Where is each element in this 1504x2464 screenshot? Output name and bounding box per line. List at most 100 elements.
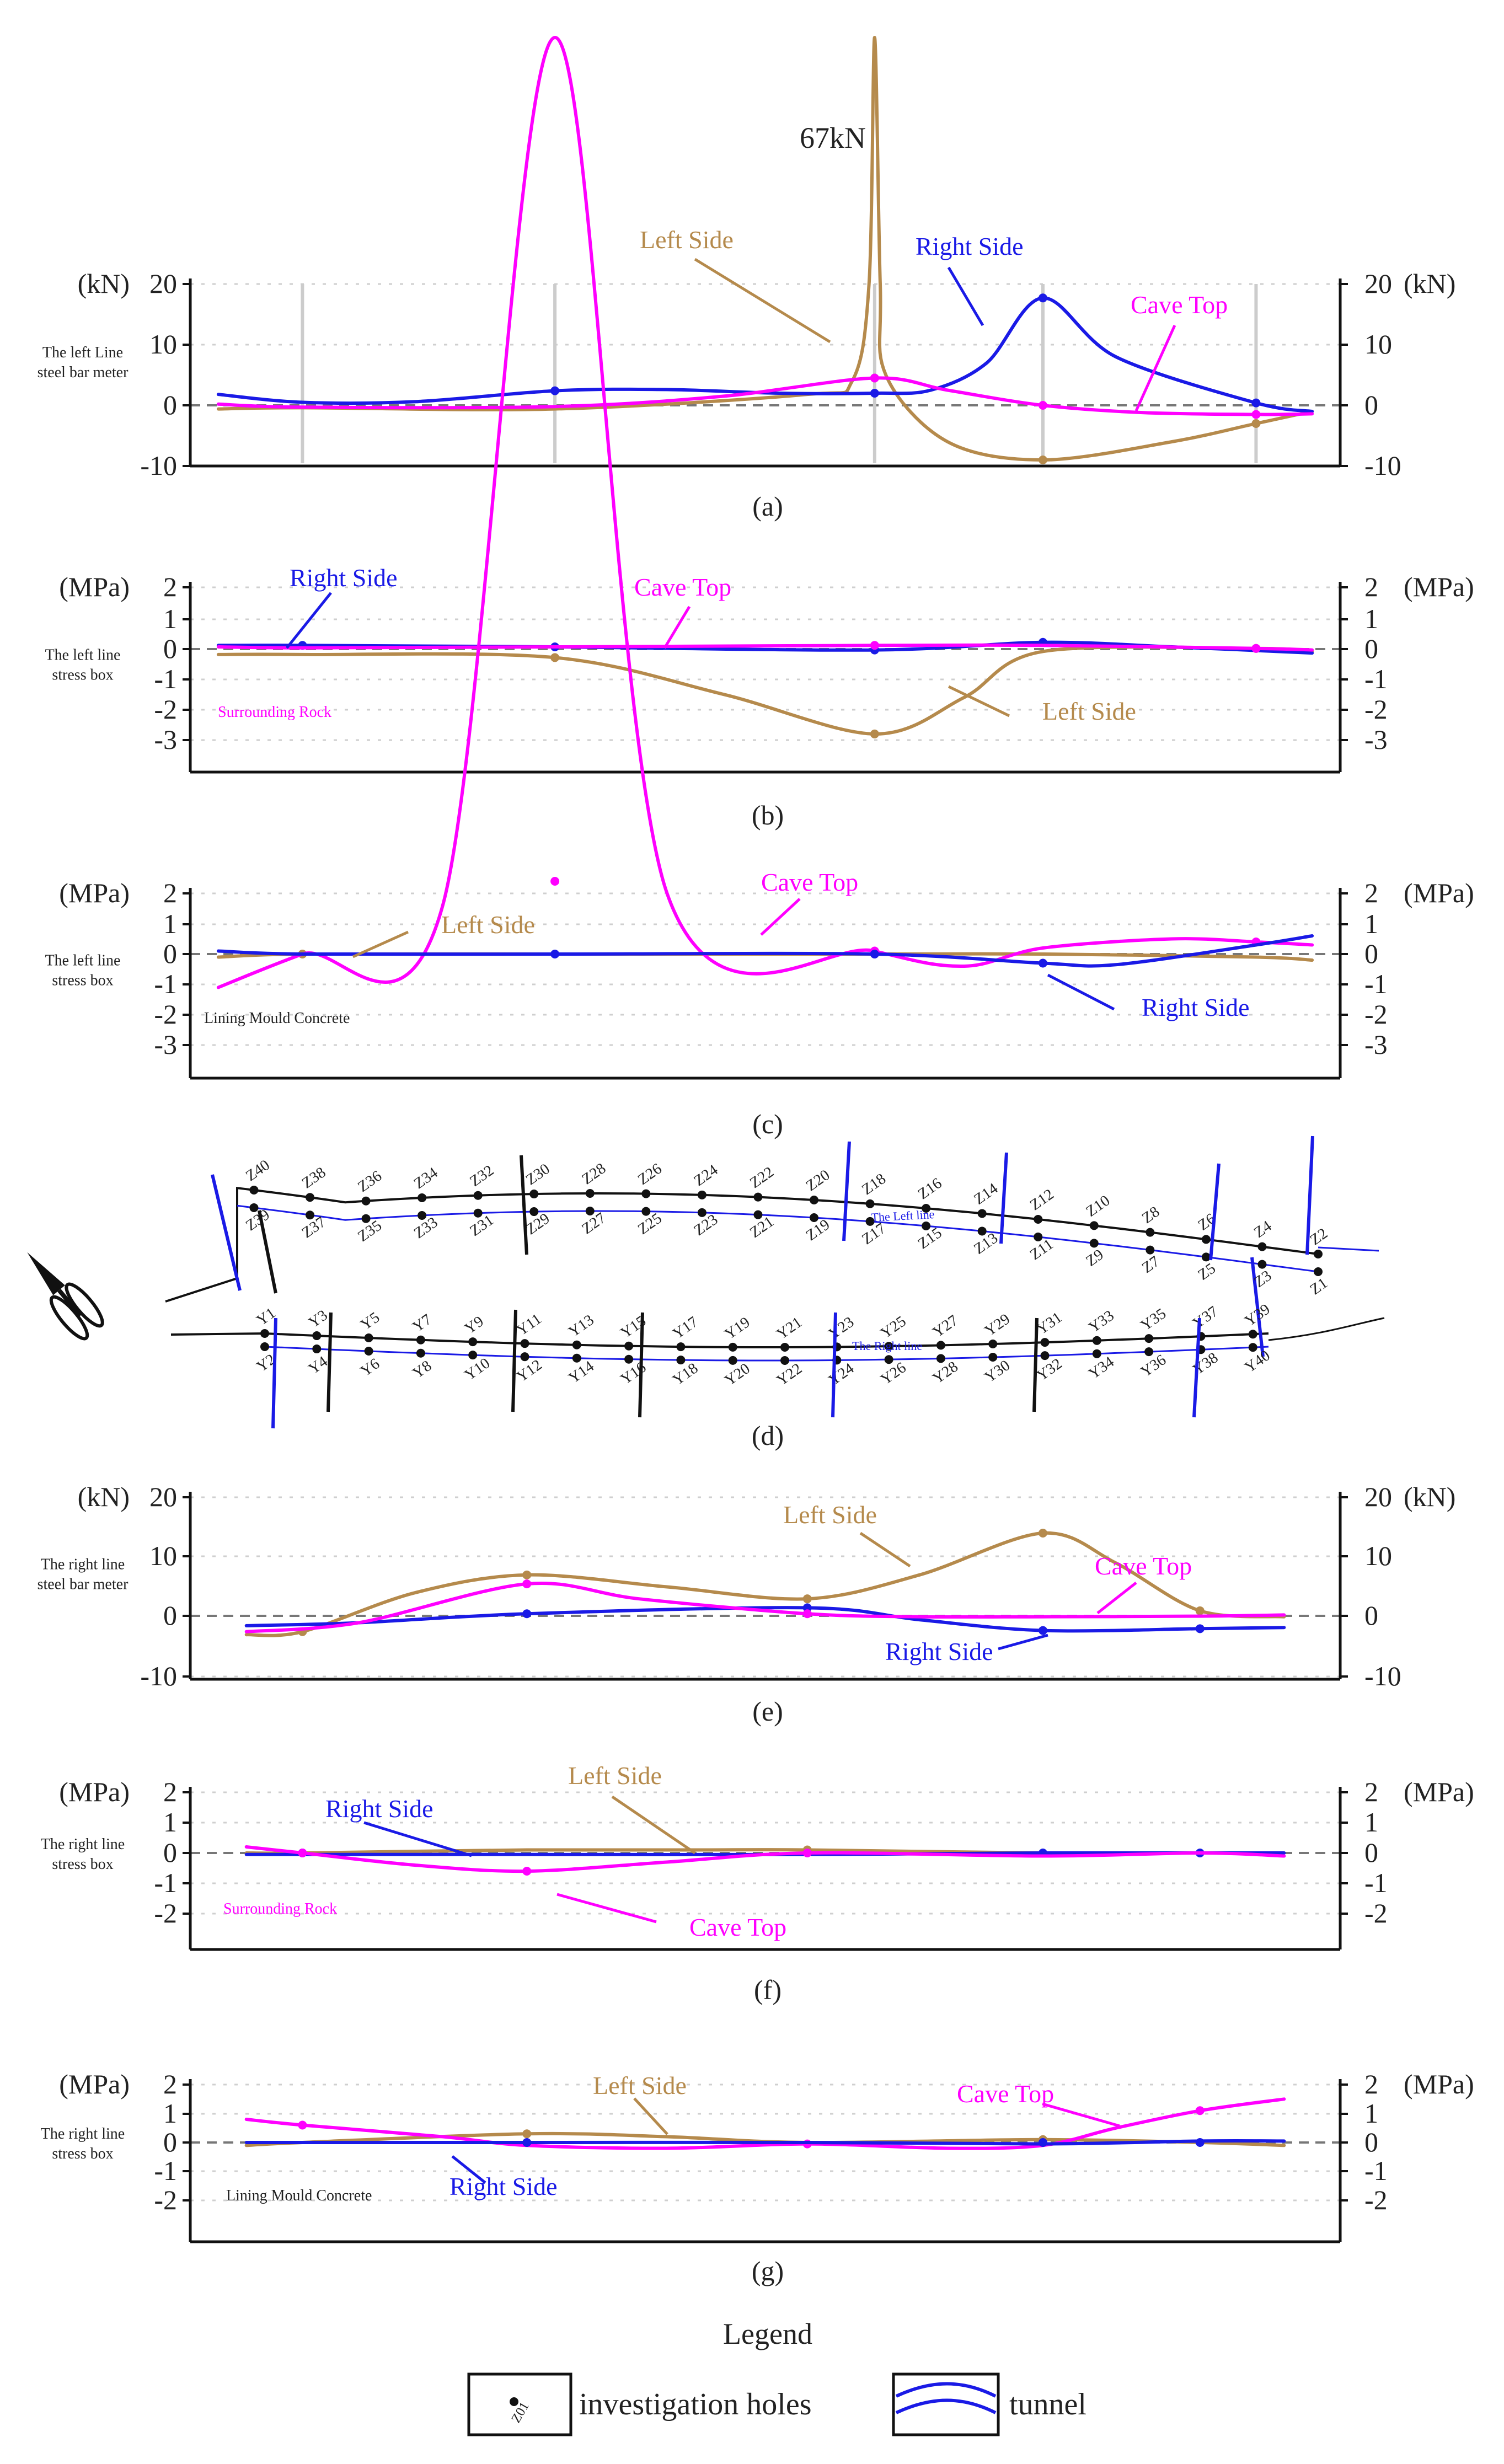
series-annotation: Left Side <box>1042 697 1136 725</box>
right-tunnel-alignment <box>1268 1317 1385 1341</box>
investigation-hole <box>697 1208 706 1217</box>
series-annotation: Cave Top <box>1131 291 1228 319</box>
investigation-hole <box>988 1352 998 1362</box>
investigation-hole <box>988 1339 998 1348</box>
data-point <box>870 950 879 958</box>
hole-label-right: Y33 <box>1085 1307 1117 1336</box>
left-tick-label: 1 <box>163 908 177 939</box>
hole-label-right: Y40 <box>1241 1347 1273 1376</box>
hole-label-left: Z38 <box>299 1164 329 1192</box>
annotation-leader <box>694 258 831 344</box>
panel-label: (b) <box>752 800 784 831</box>
left-tick-label: 0 <box>163 1837 177 1868</box>
y-unit-left: (MPa) <box>59 877 130 908</box>
legend-tunnel-box <box>892 2372 1000 2436</box>
data-point <box>1038 1626 1047 1635</box>
chart-panel-a: 20 20 10 10 0 0 -10 -10 (kN) (kN) The left Line ste… <box>38 36 1455 522</box>
hole-label-left: Z19 <box>803 1216 833 1244</box>
hole-label-right: Y24 <box>826 1360 857 1389</box>
right-tick-label: 2 <box>1364 877 1378 908</box>
hole-label-right: Y4 <box>306 1353 331 1378</box>
side-label: stress box <box>52 972 113 989</box>
data-point <box>1195 2106 1205 2115</box>
hole-label-right: Y12 <box>513 1356 545 1385</box>
side-label: The left line <box>45 952 121 969</box>
hole-label-left: Z14 <box>971 1180 1001 1208</box>
investigation-hole <box>418 1210 427 1220</box>
data-point <box>1038 456 1047 464</box>
section-cut-line <box>258 1210 277 1294</box>
hole-label-left: Z2 <box>1307 1225 1331 1249</box>
investigation-hole <box>1248 1330 1257 1339</box>
investigation-hole <box>1201 1252 1211 1262</box>
panel-label: (e) <box>752 1696 783 1727</box>
series-annotation: Cave Top <box>689 1913 786 1941</box>
right-tick-label: -1 <box>1364 2155 1388 2186</box>
right-tick-label: 10 <box>1364 329 1392 360</box>
panel-label: (f) <box>754 1974 782 2005</box>
north-arrow-icon <box>27 1252 104 1341</box>
annotation-leader <box>633 2097 668 2135</box>
right-tick-label: 20 <box>1364 268 1392 299</box>
side-label: The right line <box>41 1836 125 1853</box>
investigation-hole <box>884 1355 893 1364</box>
annotation-leader <box>352 930 409 958</box>
hole-label-right: Y30 <box>982 1357 1013 1386</box>
hole-label-left: Z21 <box>747 1213 777 1241</box>
right-tick-label: -10 <box>1364 450 1401 481</box>
hole-label-left: Z1 <box>1307 1274 1331 1298</box>
investigation-hole <box>306 1210 315 1220</box>
investigation-hole <box>572 1353 581 1363</box>
investigation-hole <box>676 1342 686 1352</box>
series-annotation: Cave Top <box>1095 1552 1192 1580</box>
north-arrow-head <box>27 1252 65 1295</box>
investigation-hole <box>728 1356 737 1365</box>
section-cut-line <box>831 1312 837 1418</box>
series-annotation: Right Side <box>290 564 398 592</box>
investigation-hole <box>1144 1334 1154 1343</box>
investigation-hole <box>810 1196 819 1205</box>
data-point <box>550 877 560 886</box>
right-tick-label: -2 <box>1364 2184 1388 2215</box>
investigation-hole <box>977 1209 987 1218</box>
hole-label-right: Y27 <box>930 1312 961 1341</box>
left-tick-label: -10 <box>140 450 177 481</box>
series-line-cave-top <box>216 643 1314 652</box>
investigation-hole <box>1040 1338 1050 1347</box>
right-tick-label: 2 <box>1364 1776 1378 1807</box>
right-tunnel-alignment <box>264 1346 1269 1362</box>
left-tick-label: -1 <box>154 968 177 999</box>
panel-label: (a) <box>752 491 783 522</box>
data-point <box>522 2138 532 2147</box>
hole-label-left: Z22 <box>747 1164 777 1192</box>
right-tick-label: 1 <box>1364 2098 1378 2129</box>
left-tunnel-alignment <box>165 1186 1319 1303</box>
series-annotation: Right Side <box>1142 993 1250 1021</box>
side-label: steel bar meter <box>38 364 129 381</box>
legend-tunnel-line <box>895 2398 997 2414</box>
left-tunnel-alignment <box>237 1204 1319 1273</box>
investigation-hole <box>1034 1232 1043 1241</box>
north-arrow-loop <box>49 1295 89 1341</box>
legend-holes-box <box>467 2372 572 2436</box>
annotation-leader <box>663 606 691 649</box>
investigation-hole <box>977 1226 987 1236</box>
investigation-hole <box>364 1346 373 1356</box>
hole-label-left: Z12 <box>1027 1186 1057 1214</box>
material-note: Surrounding Rock <box>223 1900 337 1917</box>
data-point <box>1251 644 1261 653</box>
section-cut-line <box>327 1312 333 1412</box>
investigation-hole <box>936 1341 945 1350</box>
y-unit-right: (MPa) <box>1404 2069 1474 2099</box>
investigation-hole <box>865 1217 875 1226</box>
right-tick-label: 1 <box>1364 1807 1378 1838</box>
data-point <box>802 1609 812 1619</box>
hole-label-left: Z32 <box>467 1162 497 1190</box>
section-cut-line <box>511 1309 517 1412</box>
section-cut-line <box>1192 1317 1201 1418</box>
hole-label-right: Y29 <box>982 1310 1013 1340</box>
left-tick-label: 1 <box>163 2098 177 2129</box>
hole-label-right: Y18 <box>670 1359 701 1389</box>
right-tick-label: -2 <box>1364 1898 1388 1929</box>
